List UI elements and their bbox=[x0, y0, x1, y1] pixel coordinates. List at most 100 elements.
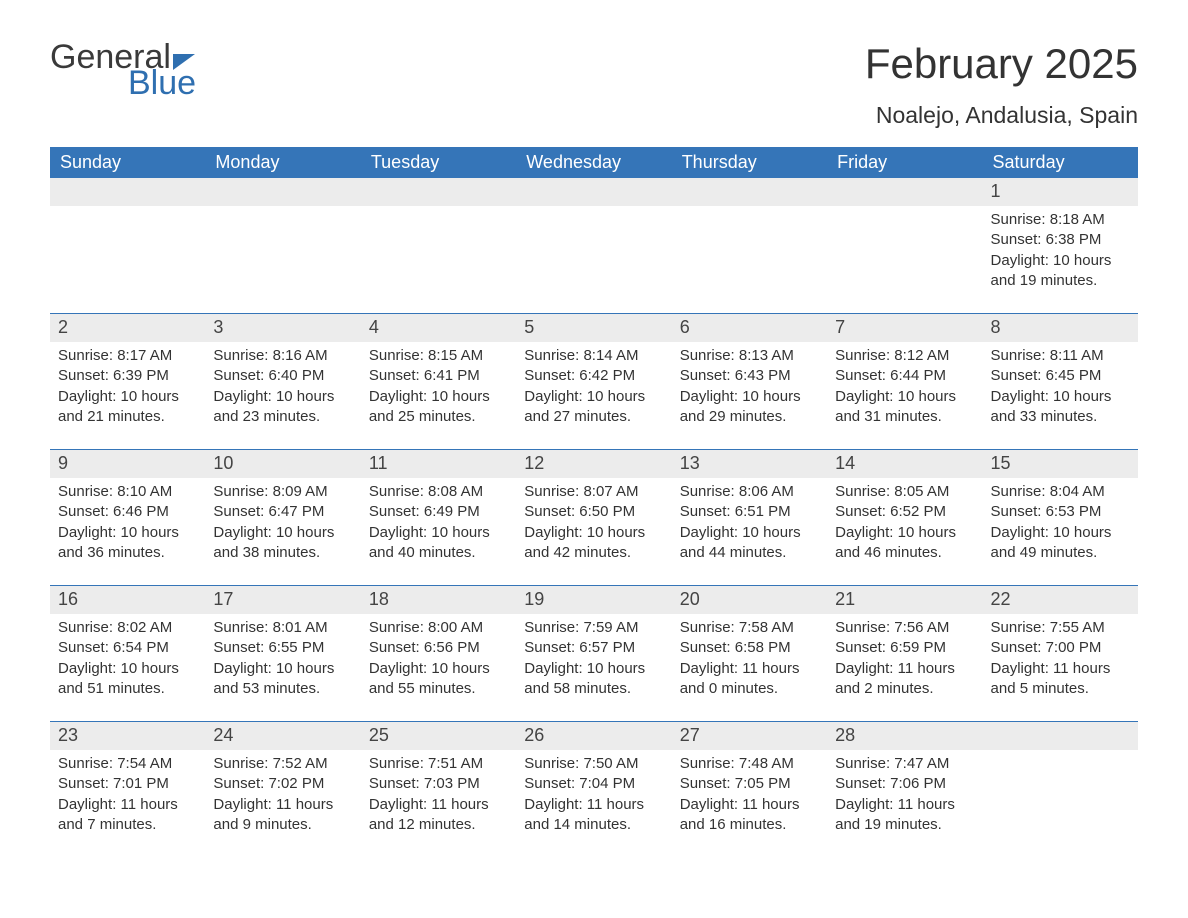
sunset-text: Sunset: 6:55 PM bbox=[213, 638, 352, 658]
day-details bbox=[983, 750, 1138, 837]
day-number bbox=[672, 178, 827, 206]
sunrise-text: Sunrise: 7:47 AM bbox=[835, 754, 974, 774]
day-number: 14 bbox=[827, 449, 982, 478]
sunset-text: Sunset: 6:42 PM bbox=[524, 366, 663, 386]
calendar-cell: 14Sunrise: 8:05 AMSunset: 6:52 PMDayligh… bbox=[827, 449, 982, 585]
sunrise-text: Sunrise: 7:51 AM bbox=[369, 754, 508, 774]
day-number bbox=[205, 178, 360, 206]
day-details: Sunrise: 7:47 AMSunset: 7:06 PMDaylight:… bbox=[827, 750, 982, 857]
daylight-text: Daylight: 10 hours and 53 minutes. bbox=[213, 659, 352, 700]
calendar-cell: 25Sunrise: 7:51 AMSunset: 7:03 PMDayligh… bbox=[361, 721, 516, 857]
day-number: 28 bbox=[827, 721, 982, 750]
day-number: 26 bbox=[516, 721, 671, 750]
calendar-cell bbox=[983, 721, 1138, 857]
daylight-text: Daylight: 11 hours and 12 minutes. bbox=[369, 795, 508, 836]
sunrise-text: Sunrise: 8:10 AM bbox=[58, 482, 197, 502]
day-number: 25 bbox=[361, 721, 516, 750]
day-details: Sunrise: 7:55 AMSunset: 7:00 PMDaylight:… bbox=[983, 614, 1138, 721]
sunrise-text: Sunrise: 8:09 AM bbox=[213, 482, 352, 502]
day-number: 24 bbox=[205, 721, 360, 750]
day-details: Sunrise: 8:07 AMSunset: 6:50 PMDaylight:… bbox=[516, 478, 671, 585]
day-number: 7 bbox=[827, 313, 982, 342]
day-number: 4 bbox=[361, 313, 516, 342]
daylight-text: Daylight: 10 hours and 31 minutes. bbox=[835, 387, 974, 428]
calendar-row: 1Sunrise: 8:18 AMSunset: 6:38 PMDaylight… bbox=[50, 178, 1138, 313]
calendar-cell: 13Sunrise: 8:06 AMSunset: 6:51 PMDayligh… bbox=[672, 449, 827, 585]
daylight-text: Daylight: 10 hours and 21 minutes. bbox=[58, 387, 197, 428]
calendar-cell: 24Sunrise: 7:52 AMSunset: 7:02 PMDayligh… bbox=[205, 721, 360, 857]
calendar-cell: 28Sunrise: 7:47 AMSunset: 7:06 PMDayligh… bbox=[827, 721, 982, 857]
calendar-cell: 22Sunrise: 7:55 AMSunset: 7:00 PMDayligh… bbox=[983, 585, 1138, 721]
day-details: Sunrise: 8:09 AMSunset: 6:47 PMDaylight:… bbox=[205, 478, 360, 585]
day-number: 23 bbox=[50, 721, 205, 750]
day-details: Sunrise: 7:50 AMSunset: 7:04 PMDaylight:… bbox=[516, 750, 671, 857]
sunset-text: Sunset: 7:06 PM bbox=[835, 774, 974, 794]
sunset-text: Sunset: 7:03 PM bbox=[369, 774, 508, 794]
location: Noalejo, Andalusia, Spain bbox=[865, 102, 1138, 129]
calendar-cell: 12Sunrise: 8:07 AMSunset: 6:50 PMDayligh… bbox=[516, 449, 671, 585]
logo-text-blue: Blue bbox=[128, 66, 196, 100]
day-details: Sunrise: 7:51 AMSunset: 7:03 PMDaylight:… bbox=[361, 750, 516, 857]
day-number: 9 bbox=[50, 449, 205, 478]
day-details: Sunrise: 8:15 AMSunset: 6:41 PMDaylight:… bbox=[361, 342, 516, 449]
sunset-text: Sunset: 6:41 PM bbox=[369, 366, 508, 386]
sunset-text: Sunset: 6:57 PM bbox=[524, 638, 663, 658]
sunrise-text: Sunrise: 7:48 AM bbox=[680, 754, 819, 774]
daylight-text: Daylight: 10 hours and 51 minutes. bbox=[58, 659, 197, 700]
day-details: Sunrise: 7:56 AMSunset: 6:59 PMDaylight:… bbox=[827, 614, 982, 721]
sunrise-text: Sunrise: 8:01 AM bbox=[213, 618, 352, 638]
sunset-text: Sunset: 6:50 PM bbox=[524, 502, 663, 522]
day-number: 21 bbox=[827, 585, 982, 614]
calendar-cell: 23Sunrise: 7:54 AMSunset: 7:01 PMDayligh… bbox=[50, 721, 205, 857]
day-number: 18 bbox=[361, 585, 516, 614]
day-number bbox=[361, 178, 516, 206]
daylight-text: Daylight: 10 hours and 27 minutes. bbox=[524, 387, 663, 428]
day-number: 19 bbox=[516, 585, 671, 614]
day-number: 11 bbox=[361, 449, 516, 478]
day-number: 15 bbox=[983, 449, 1138, 478]
sunset-text: Sunset: 6:58 PM bbox=[680, 638, 819, 658]
daylight-text: Daylight: 10 hours and 55 minutes. bbox=[369, 659, 508, 700]
calendar-cell bbox=[516, 178, 671, 313]
day-details: Sunrise: 7:58 AMSunset: 6:58 PMDaylight:… bbox=[672, 614, 827, 721]
sunset-text: Sunset: 6:43 PM bbox=[680, 366, 819, 386]
calendar-cell: 2Sunrise: 8:17 AMSunset: 6:39 PMDaylight… bbox=[50, 313, 205, 449]
calendar-cell: 17Sunrise: 8:01 AMSunset: 6:55 PMDayligh… bbox=[205, 585, 360, 721]
day-number bbox=[516, 178, 671, 206]
day-number: 2 bbox=[50, 313, 205, 342]
day-details: Sunrise: 7:54 AMSunset: 7:01 PMDaylight:… bbox=[50, 750, 205, 857]
calendar-cell bbox=[205, 178, 360, 313]
sunset-text: Sunset: 7:00 PM bbox=[991, 638, 1130, 658]
day-number: 16 bbox=[50, 585, 205, 614]
day-details: Sunrise: 8:14 AMSunset: 6:42 PMDaylight:… bbox=[516, 342, 671, 449]
sunset-text: Sunset: 6:38 PM bbox=[991, 230, 1130, 250]
calendar-cell: 26Sunrise: 7:50 AMSunset: 7:04 PMDayligh… bbox=[516, 721, 671, 857]
weekday-header: Saturday bbox=[983, 147, 1138, 178]
calendar-cell: 7Sunrise: 8:12 AMSunset: 6:44 PMDaylight… bbox=[827, 313, 982, 449]
sunrise-text: Sunrise: 8:16 AM bbox=[213, 346, 352, 366]
day-number: 13 bbox=[672, 449, 827, 478]
weekday-header: Wednesday bbox=[516, 147, 671, 178]
calendar-row: 2Sunrise: 8:17 AMSunset: 6:39 PMDaylight… bbox=[50, 313, 1138, 449]
day-details: Sunrise: 8:08 AMSunset: 6:49 PMDaylight:… bbox=[361, 478, 516, 585]
calendar-cell: 4Sunrise: 8:15 AMSunset: 6:41 PMDaylight… bbox=[361, 313, 516, 449]
sunset-text: Sunset: 6:52 PM bbox=[835, 502, 974, 522]
daylight-text: Daylight: 11 hours and 16 minutes. bbox=[680, 795, 819, 836]
calendar-cell bbox=[672, 178, 827, 313]
calendar-cell: 6Sunrise: 8:13 AMSunset: 6:43 PMDaylight… bbox=[672, 313, 827, 449]
day-details: Sunrise: 7:59 AMSunset: 6:57 PMDaylight:… bbox=[516, 614, 671, 721]
calendar-cell: 5Sunrise: 8:14 AMSunset: 6:42 PMDaylight… bbox=[516, 313, 671, 449]
daylight-text: Daylight: 10 hours and 25 minutes. bbox=[369, 387, 508, 428]
sunrise-text: Sunrise: 8:05 AM bbox=[835, 482, 974, 502]
calendar-cell bbox=[50, 178, 205, 313]
calendar-cell: 18Sunrise: 8:00 AMSunset: 6:56 PMDayligh… bbox=[361, 585, 516, 721]
sunrise-text: Sunrise: 8:13 AM bbox=[680, 346, 819, 366]
calendar-cell: 3Sunrise: 8:16 AMSunset: 6:40 PMDaylight… bbox=[205, 313, 360, 449]
sunset-text: Sunset: 6:45 PM bbox=[991, 366, 1130, 386]
sunrise-text: Sunrise: 7:52 AM bbox=[213, 754, 352, 774]
day-details: Sunrise: 8:11 AMSunset: 6:45 PMDaylight:… bbox=[983, 342, 1138, 449]
sunrise-text: Sunrise: 8:17 AM bbox=[58, 346, 197, 366]
day-number: 20 bbox=[672, 585, 827, 614]
daylight-text: Daylight: 10 hours and 29 minutes. bbox=[680, 387, 819, 428]
sunset-text: Sunset: 6:40 PM bbox=[213, 366, 352, 386]
